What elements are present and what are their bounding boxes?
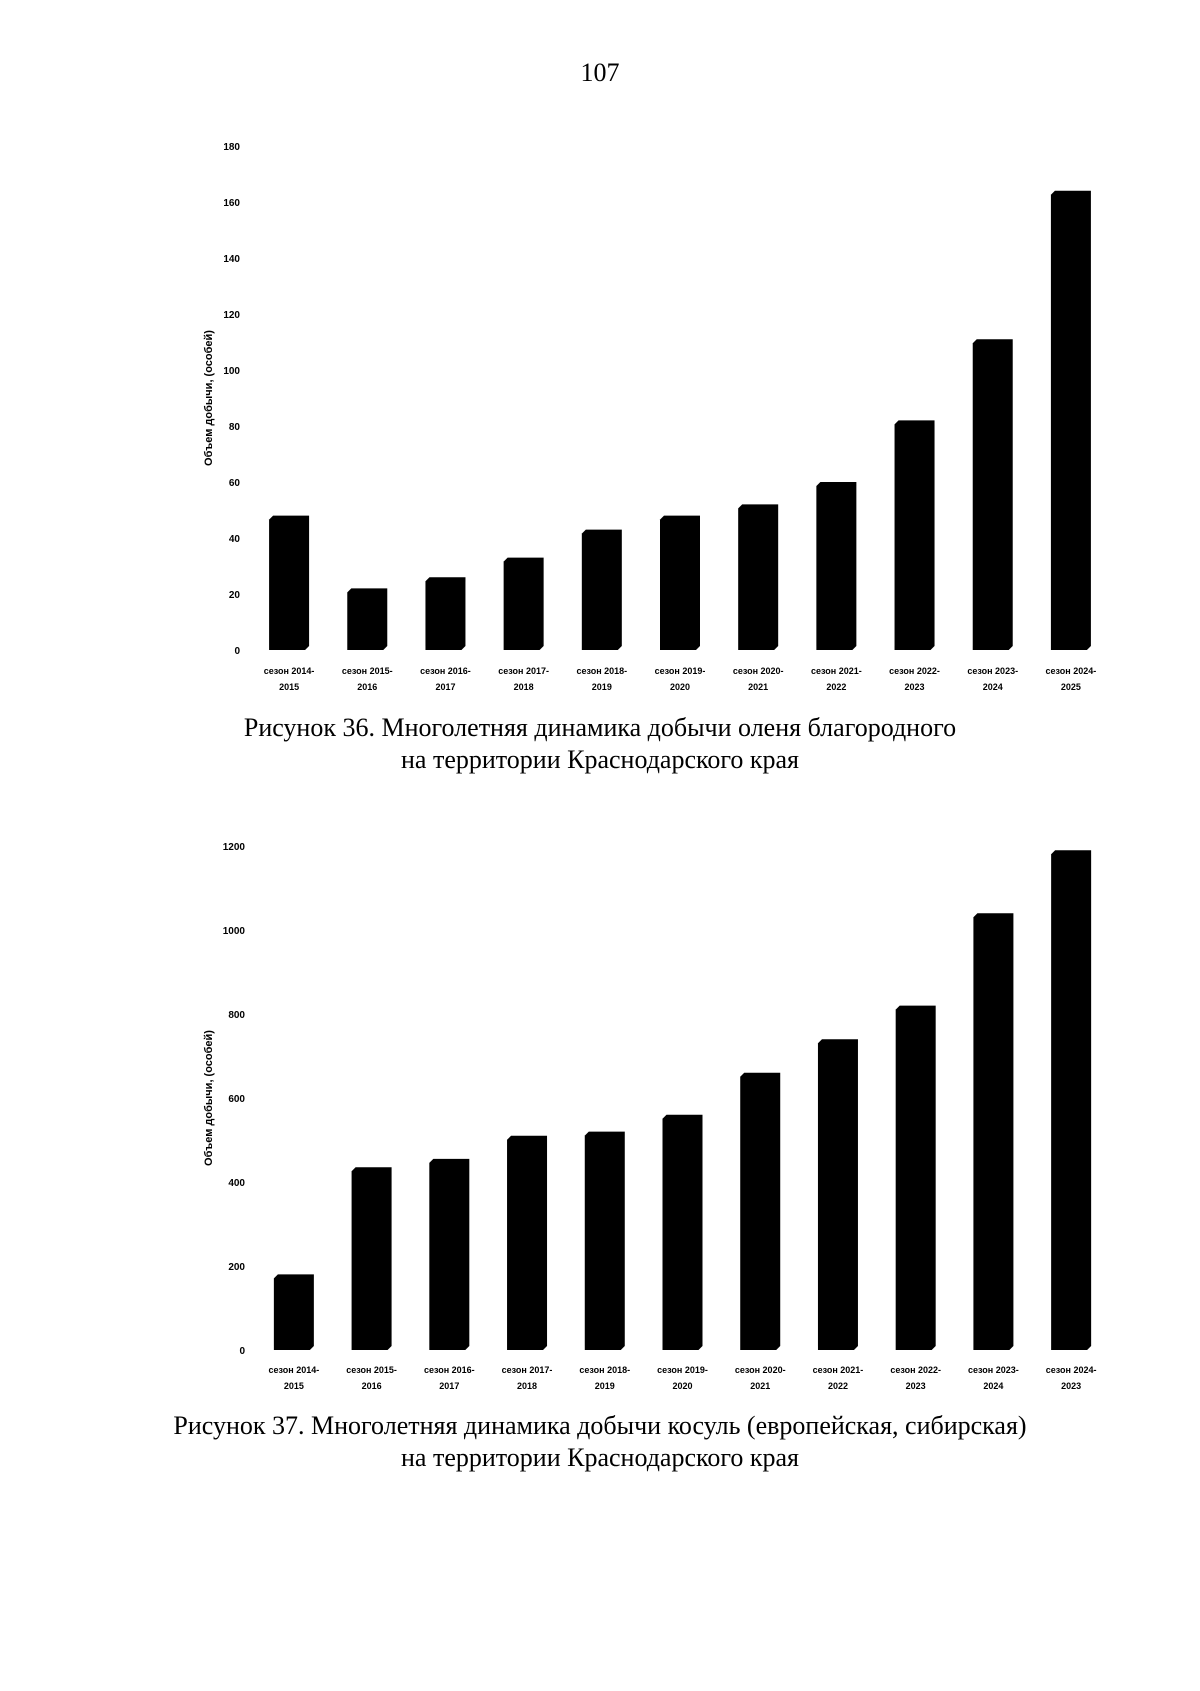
chart-2-bar xyxy=(351,1167,392,1350)
chart-1-category-label: 2015 xyxy=(279,682,299,692)
chart-2-category-label: сезон 2016- xyxy=(424,1365,475,1375)
chart-2-bar xyxy=(973,913,1014,1350)
chart-2-category-label: 2017 xyxy=(439,1381,459,1391)
chart-1-bar xyxy=(425,577,466,650)
chart-2-ytick-label: 800 xyxy=(228,1010,245,1021)
chart-1-category-label: 2024 xyxy=(983,682,1003,692)
chart-2-bar xyxy=(1051,850,1092,1350)
chart-2-svg: Объем добычи, (особей) 0 200 400 600 800 1000 1… xyxy=(203,842,1097,1391)
chart-2-ylabel: Объем добычи, (особей) xyxy=(203,1030,215,1166)
chart-1-category-label: 2022 xyxy=(826,682,846,692)
chart-1-category-label: 2021 xyxy=(748,682,768,692)
chart-1-category-label: сезон 2016- xyxy=(420,666,471,676)
chart-1-ytick-label: 60 xyxy=(229,478,241,489)
chart-1-category-label: 2016 xyxy=(357,682,377,692)
chart-2-ytick-label: 1200 xyxy=(223,842,246,853)
chart-2-ytick-label: 200 xyxy=(228,1262,245,1273)
chart-2-bar xyxy=(817,1039,858,1350)
chart-2-category-label: 2015 xyxy=(284,1381,304,1391)
chart-1-category-label: сезон 2019- xyxy=(655,666,706,676)
chart-1-category-label: 2018 xyxy=(514,682,534,692)
chart-1-bar xyxy=(269,515,310,650)
chart-1-category-label: 2017 xyxy=(435,682,455,692)
chart-1-ytick-label: 0 xyxy=(234,646,240,657)
chart-1-bar xyxy=(816,482,857,650)
chart-1-category-label: сезон 2018- xyxy=(576,666,627,676)
chart-2-bar xyxy=(584,1131,625,1350)
chart-1-ytick-label: 20 xyxy=(229,590,241,601)
chart-1-category-label: сезон 2024- xyxy=(1046,666,1097,676)
chart-2-bar xyxy=(740,1072,781,1350)
chart-2-category-label: сезон 2024- xyxy=(1046,1365,1097,1375)
chart-1-category-label: сезон 2020- xyxy=(733,666,784,676)
chart-1-category-label: 2020 xyxy=(670,682,690,692)
chart-2-category-label: 2016 xyxy=(362,1381,382,1391)
chart-1-ytick-label: 140 xyxy=(223,254,240,265)
chart-1-ylabel: Объем добычи, (особей) xyxy=(203,330,215,466)
chart-red-deer-harvest: Объем добычи, (особей) 0 20 40 60 80 100 120 140… xyxy=(0,128,1200,698)
chart-1-ytick-label: 100 xyxy=(223,366,240,377)
chart-1-ytick-label: 120 xyxy=(223,310,240,321)
figure-37-caption-line1: Рисунок 37. Многолетняя динамика добычи … xyxy=(173,1411,1027,1440)
chart-2-category-label: сезон 2023- xyxy=(968,1365,1019,1375)
chart-2-bar xyxy=(507,1135,548,1350)
chart-2-category-label: 2024 xyxy=(983,1381,1003,1391)
chart-2-category-label: 2023 xyxy=(1061,1381,1081,1391)
figure-36-caption-line1: Рисунок 36. Многолетняя динамика добычи … xyxy=(243,713,957,742)
chart-1-bar xyxy=(738,504,779,650)
chart-1-category-label: сезон 2021- xyxy=(811,666,862,676)
chart-1-bar xyxy=(1050,190,1091,651)
chart-2-category-label: 2019 xyxy=(595,1381,615,1391)
chart-2-bar xyxy=(895,1005,936,1350)
chart-1-category-label: сезон 2017- xyxy=(498,666,549,676)
chart-1-category-label: 2019 xyxy=(592,682,612,692)
chart-2-bar xyxy=(273,1274,314,1350)
chart-1-category-label: сезон 2014- xyxy=(264,666,315,676)
chart-1-svg: Объем добычи, (особей) 0 20 40 60 80 100 120 140… xyxy=(203,142,1097,692)
chart-2-category-label: сезон 2017- xyxy=(502,1365,553,1375)
chart-1-bar xyxy=(660,515,700,650)
chart-2-bar xyxy=(429,1158,470,1350)
chart-1-ytick-label: 160 xyxy=(223,198,240,209)
chart-2-category-label: 2018 xyxy=(517,1381,537,1391)
chart-2-category-label: сезон 2022- xyxy=(890,1365,941,1375)
figure-36-caption-line2: на территории Краснодарского края xyxy=(401,745,799,774)
chart-1-ytick-label: 180 xyxy=(223,142,240,153)
chart-1-category-label: 2023 xyxy=(905,682,925,692)
page-number: 107 xyxy=(580,58,620,87)
chart-1-category-label: сезон 2023- xyxy=(967,666,1018,676)
chart-2-category-label: 2020 xyxy=(672,1381,692,1391)
chart-2-category-label: сезон 2018- xyxy=(579,1365,630,1375)
chart-1-bar xyxy=(503,557,544,650)
chart-1-category-label: сезон 2015- xyxy=(342,666,393,676)
chart-1-bar xyxy=(581,529,622,650)
chart-2-category-label: сезон 2015- xyxy=(346,1365,397,1375)
chart-1-ytick-label: 80 xyxy=(229,422,241,433)
chart-2-ytick-label: 600 xyxy=(228,1094,245,1105)
chart-2-category-label: сезон 2020- xyxy=(735,1365,786,1375)
chart-1-ytick-label: 40 xyxy=(229,534,241,545)
figure-37-caption: Рисунок 37. Многолетняя динамика добычи … xyxy=(0,1410,1200,1474)
chart-roe-deer-harvest: Объем добычи, (особей) 0 200 400 600 800 1000 1… xyxy=(0,838,1200,1398)
chart-1-category-label: сезон 2022- xyxy=(889,666,940,676)
chart-2-ytick-label: 1000 xyxy=(223,926,246,937)
chart-2-ytick-label: 400 xyxy=(228,1178,245,1189)
chart-1-category-label: 2025 xyxy=(1061,682,1081,692)
chart-2-category-label: сезон 2021- xyxy=(813,1365,864,1375)
chart-2-category-label: 2022 xyxy=(828,1381,848,1391)
chart-2-category-label: сезон 2014- xyxy=(269,1365,320,1375)
chart-2-category-label: 2023 xyxy=(906,1381,926,1391)
figure-36-caption: Рисунок 36. Многолетняя динамика добычи … xyxy=(0,712,1200,776)
chart-2-bar xyxy=(662,1114,703,1350)
chart-1-bar xyxy=(894,420,935,650)
chart-2-ytick-label: 0 xyxy=(239,1346,245,1357)
chart-1-bar xyxy=(347,588,388,650)
chart-1-bar xyxy=(972,339,1013,650)
chart-2-category-label: сезон 2019- xyxy=(657,1365,708,1375)
figure-37-caption-line2: на территории Краснодарского края xyxy=(401,1443,799,1472)
chart-2-category-label: 2021 xyxy=(750,1381,770,1391)
